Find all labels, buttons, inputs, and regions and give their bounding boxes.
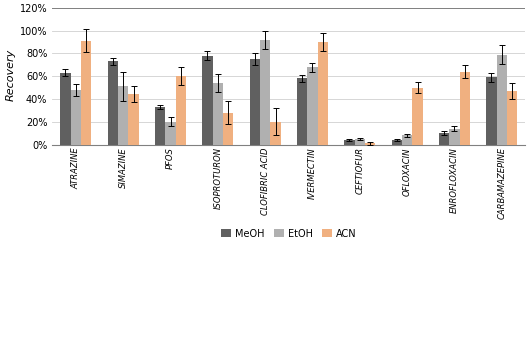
Bar bbox=[402, 136, 413, 144]
Bar bbox=[202, 56, 212, 144]
Bar bbox=[413, 88, 423, 144]
Bar bbox=[81, 41, 91, 144]
Bar bbox=[365, 143, 375, 144]
Bar bbox=[449, 129, 460, 144]
Bar bbox=[60, 73, 71, 144]
Bar bbox=[155, 107, 165, 144]
Bar bbox=[318, 42, 328, 144]
Bar bbox=[344, 140, 355, 144]
Bar bbox=[71, 90, 81, 144]
Bar bbox=[129, 94, 139, 144]
Bar bbox=[270, 122, 281, 144]
Bar bbox=[391, 140, 402, 144]
Bar bbox=[108, 61, 118, 144]
Bar bbox=[507, 91, 517, 144]
Bar bbox=[439, 133, 449, 144]
Bar bbox=[486, 77, 496, 144]
Bar bbox=[297, 78, 307, 144]
Bar bbox=[250, 59, 260, 144]
Bar bbox=[460, 72, 470, 144]
Bar bbox=[355, 139, 365, 144]
Bar bbox=[260, 40, 270, 144]
Y-axis label: Recovery: Recovery bbox=[5, 49, 15, 101]
Bar bbox=[176, 76, 186, 144]
Bar bbox=[223, 112, 234, 144]
Bar bbox=[307, 67, 318, 144]
Bar bbox=[165, 122, 176, 144]
Bar bbox=[496, 55, 507, 144]
Bar bbox=[212, 83, 223, 144]
Legend: MeOH, EtOH, ACN: MeOH, EtOH, ACN bbox=[218, 226, 359, 242]
Bar bbox=[118, 86, 129, 144]
